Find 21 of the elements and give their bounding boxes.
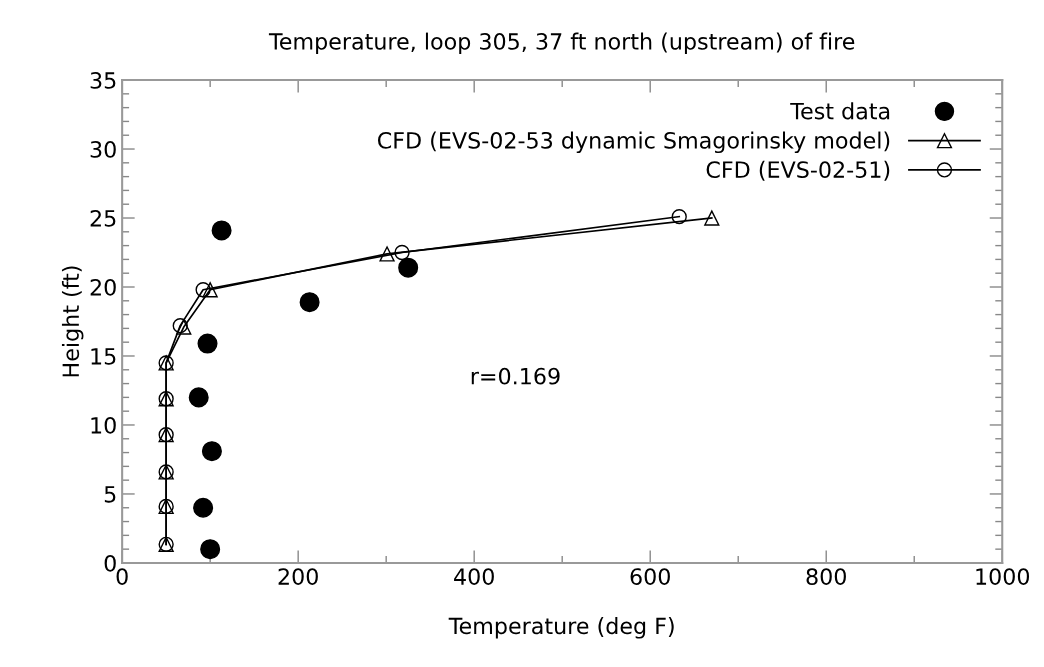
y-tick-label: 20 xyxy=(90,278,116,296)
x-tick-label: 1000 xyxy=(976,568,1030,586)
y-tick-label: 0 xyxy=(104,554,116,572)
legend-label: CFD (EVS-02-51) xyxy=(706,160,890,181)
x-tick-label: 600 xyxy=(630,568,670,586)
x-tick-label: 0 xyxy=(116,568,128,586)
x-axis-title: Temperature (deg F) xyxy=(448,617,674,639)
y-tick-label: 30 xyxy=(90,140,116,158)
y-tick-label: 15 xyxy=(91,348,116,365)
y-axis-title: Height (ft) xyxy=(61,266,84,377)
annotation: r=0.169 xyxy=(471,367,560,385)
legend-label: Test data xyxy=(790,102,890,120)
chart-title: Temperature, loop 305, 37 ft north (upstream) of fire xyxy=(268,32,855,55)
x-tick-label: 400 xyxy=(454,568,494,586)
y-tick-label: 10 xyxy=(91,416,116,434)
y-tick-label: 35 xyxy=(90,71,116,89)
y-tick-label: 5 xyxy=(104,486,116,503)
x-tick-label: 800 xyxy=(806,568,846,586)
y-tick-label: 25 xyxy=(90,209,116,227)
x-tick-label: 200 xyxy=(278,568,318,586)
legend-label: CFD (EVS-02-53 dynamic Smagorinsky model) xyxy=(377,131,890,154)
